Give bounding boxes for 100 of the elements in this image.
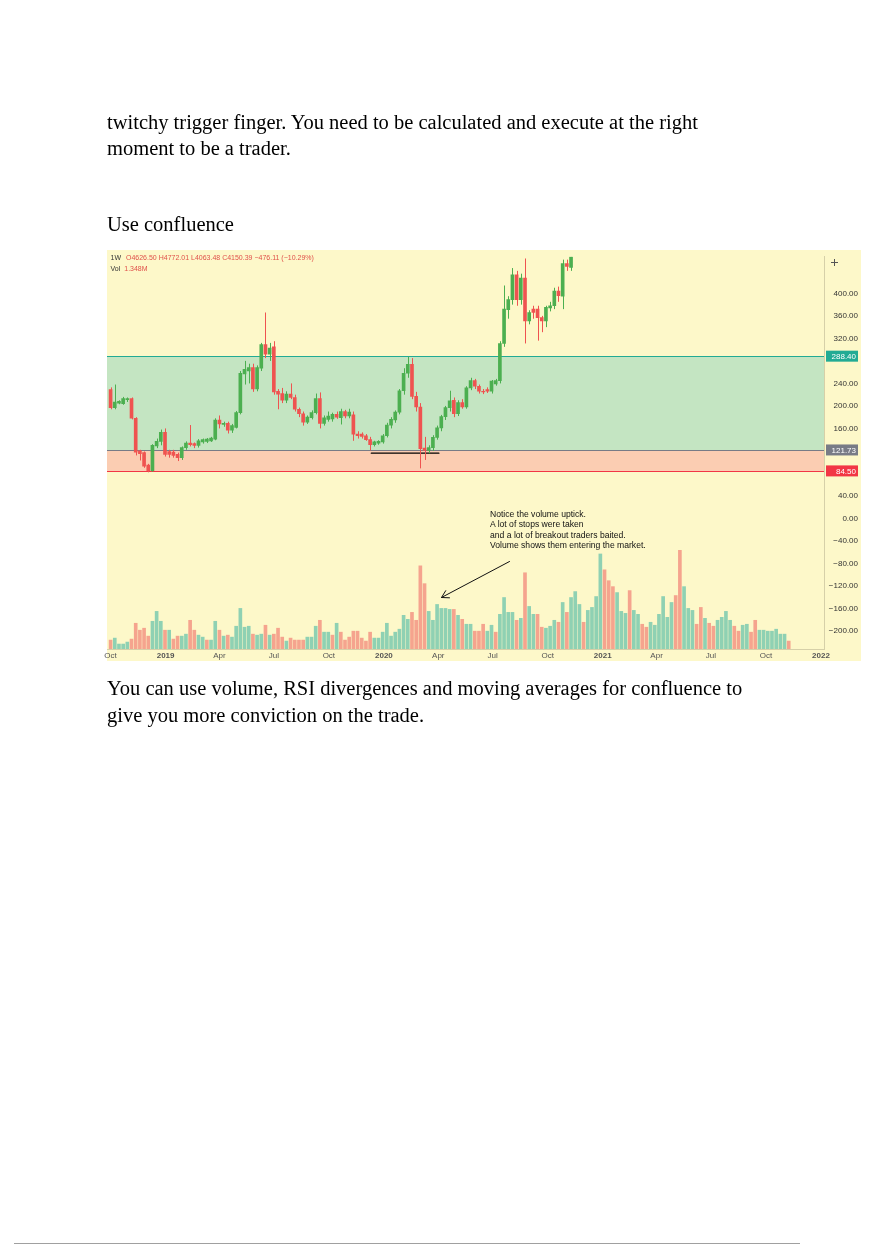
- y-tick-label: 360.00: [833, 310, 859, 320]
- text: You can use volume, RSI divergences and moving averages for confluence to give you more conviction on the trade.: [107, 675, 744, 729]
- bar: [187, 619, 192, 649]
- candlestick: [451, 396, 456, 418]
- bar: [786, 640, 791, 649]
- bar: [225, 634, 230, 649]
- y-tick-label: 320.00: [833, 333, 859, 343]
- bar: [706, 622, 711, 649]
- bar: [254, 634, 259, 649]
- y-tick-label: −120.00: [828, 580, 859, 590]
- bar: [765, 630, 770, 649]
- x-tick-label: Oct: [103, 650, 118, 660]
- bar: [405, 618, 410, 649]
- bar: [744, 623, 749, 649]
- bar: [526, 605, 531, 649]
- bar: [635, 613, 640, 649]
- bar: [204, 639, 209, 649]
- bar: [773, 628, 778, 649]
- candlestick: [518, 272, 523, 305]
- bar: [246, 625, 251, 649]
- bar: [677, 549, 682, 649]
- bar: [371, 637, 376, 649]
- bar: [459, 618, 464, 649]
- x-tick-label: 2022: [811, 650, 830, 660]
- y-tick-label: −200.00: [828, 625, 859, 635]
- bar: [317, 619, 322, 649]
- y-tick-label: 240.00: [833, 378, 859, 388]
- bar: [472, 630, 477, 649]
- bar: [723, 610, 728, 649]
- bar: [250, 633, 255, 649]
- bar: [275, 627, 280, 649]
- x-tick-label: Apr: [431, 650, 445, 660]
- bar: [141, 627, 146, 649]
- bar: [384, 622, 389, 649]
- bar: [438, 607, 443, 649]
- bar: [179, 635, 184, 649]
- bar: [112, 637, 117, 649]
- bar: [639, 623, 644, 649]
- y-tick-label: 400.00: [833, 288, 859, 298]
- y-tick-label: −80.00: [832, 558, 859, 568]
- bar: [631, 609, 636, 649]
- bar: [133, 622, 138, 649]
- bar: [434, 603, 439, 649]
- ref-line-label: 288.40: [831, 351, 857, 361]
- chart-title: Use confluence: [107, 212, 234, 238]
- bar: [300, 639, 305, 649]
- y-tick-label: 40.00: [837, 490, 859, 500]
- x-tick-label: Jul: [268, 650, 279, 660]
- x-tick-label: 2021: [593, 650, 612, 660]
- x-tick-label: Apr: [649, 650, 663, 660]
- bar: [480, 623, 485, 649]
- bar: [660, 595, 665, 649]
- bar: [321, 631, 326, 649]
- bar: [212, 620, 217, 649]
- x-tick-label: Oct: [759, 650, 773, 660]
- bar: [585, 609, 590, 649]
- bar: [183, 633, 188, 649]
- bar: [451, 608, 456, 649]
- bar: [409, 611, 414, 649]
- bar: [698, 606, 703, 649]
- y-tick-label: 200.00: [833, 400, 859, 410]
- bar: [200, 636, 205, 649]
- bar: [769, 630, 774, 649]
- x-tick-label: 2019: [156, 650, 175, 660]
- bar: [493, 631, 498, 649]
- text: twitchy trigger finger. You need to be calculated and execute at the right moment to be a trader.: [107, 109, 699, 161]
- bar: [455, 614, 460, 649]
- x-tick-label: Oct: [541, 650, 555, 660]
- bar: [120, 643, 125, 649]
- candlestick: [543, 304, 548, 328]
- candlestick: [250, 362, 255, 392]
- bar: [702, 617, 707, 649]
- bar: [426, 610, 431, 649]
- y-tick-label: −160.00: [828, 603, 859, 613]
- x-tick-label: Oct: [322, 650, 336, 660]
- bar: [518, 617, 523, 649]
- candlestick: [112, 383, 117, 410]
- y-tick-label: 0.00: [841, 513, 859, 523]
- bar: [752, 619, 757, 649]
- bar: [551, 619, 556, 649]
- candlestick: [246, 362, 251, 384]
- bar: [162, 629, 167, 649]
- bar: [338, 631, 343, 649]
- x-tick-label: 2020: [374, 650, 393, 660]
- bar: [543, 627, 548, 649]
- bar: [392, 631, 397, 649]
- bar: [731, 625, 736, 649]
- x-tick-label: Apr: [212, 650, 226, 660]
- bar: [501, 596, 506, 649]
- bar: [367, 631, 372, 649]
- candlestick: [313, 392, 318, 415]
- bar: [325, 631, 330, 649]
- bar: [166, 629, 171, 649]
- bar: [296, 639, 301, 649]
- bar: [614, 591, 619, 649]
- bar: [572, 590, 577, 649]
- bar: [560, 601, 565, 649]
- y-tick-label: −40.00: [832, 535, 859, 545]
- x-tick-label: Jul: [705, 650, 716, 660]
- bar: [292, 639, 297, 649]
